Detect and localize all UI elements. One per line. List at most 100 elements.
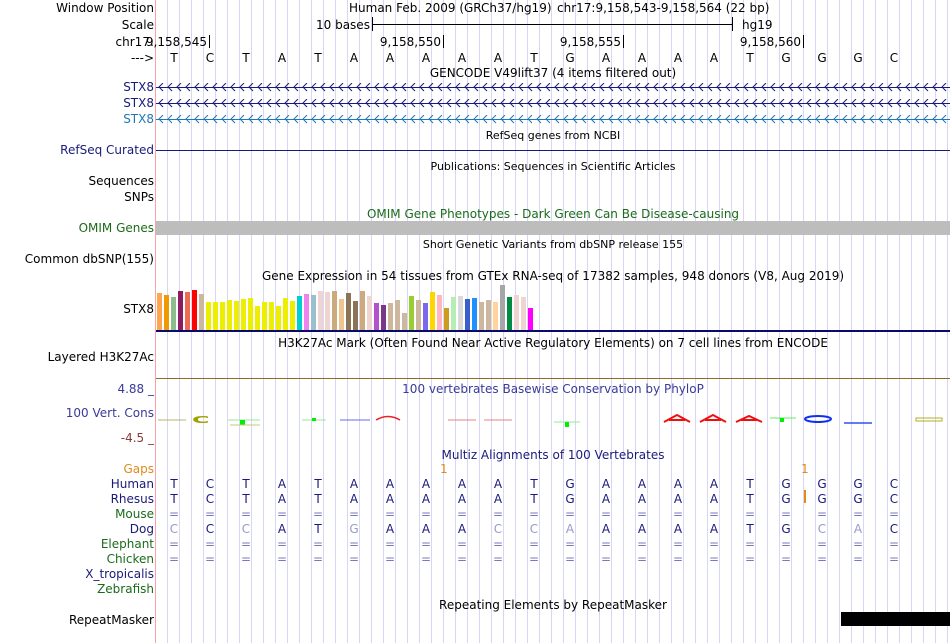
publications-snps-label[interactable]: SNPs [124, 190, 154, 204]
coordinate-tick-label: 9,158,555 [559, 35, 621, 49]
species-label[interactable]: X_tropicalis [85, 567, 154, 581]
species-label[interactable]: Human [110, 477, 154, 491]
omim-gene-bar[interactable] [156, 221, 950, 235]
phylop-label[interactable]: 100 Vert. Cons [65, 406, 154, 420]
alignment-base: = [600, 552, 612, 566]
gencode-transcript-line[interactable] [156, 87, 950, 88]
h3k27ac-label[interactable]: Layered H3K27Ac [47, 350, 154, 364]
gridline [539, 0, 540, 643]
dbsnp-label[interactable]: Common dbSNP(155) [24, 252, 154, 266]
alignment-base: T [314, 522, 322, 536]
species-label[interactable]: Zebrafish [97, 582, 154, 596]
gencode-title[interactable]: GENCODE V49lift37 (4 items filtered out) [429, 66, 677, 80]
reference-base: G [853, 51, 863, 65]
repeatmasker-label[interactable]: RepeatMasker [68, 613, 154, 627]
gtex-title[interactable]: Gene Expression in 54 tissues from GTEx … [261, 269, 845, 283]
alignment-base: T [746, 492, 754, 506]
dbsnp-title[interactable]: Short Genetic Variants from dbSNP releas… [422, 238, 684, 251]
alignment-base: A [565, 522, 575, 536]
multiz-title[interactable]: Multiz Alignments of 100 Vertebrates [441, 448, 665, 462]
refseq-gene-line[interactable] [156, 150, 950, 151]
phylop-mark [312, 418, 316, 421]
publications-title[interactable]: Publications: Sequences in Scientific Ar… [430, 160, 676, 173]
gridline [695, 0, 696, 643]
gridline [839, 0, 840, 643]
gtex-tissue-bar [514, 295, 519, 331]
alignment-base: C [205, 492, 215, 506]
gtex-tissue-bar [409, 296, 414, 331]
alignment-base: A [457, 477, 467, 491]
phylop-mark [804, 415, 832, 423]
alignment-base: = [276, 507, 288, 521]
alignment-base: = [744, 552, 756, 566]
alignment-base: = [204, 537, 216, 551]
phylop-title[interactable]: 100 vertebrates Basewise Conservation by… [402, 382, 704, 396]
gencode-item-label[interactable]: STX8 [123, 80, 154, 94]
gencode-transcript-line[interactable] [156, 119, 950, 120]
gtex-tissue-bar [367, 296, 372, 331]
alignment-base: T [170, 477, 178, 491]
alignment-base: T [314, 477, 322, 491]
reference-base: A [421, 51, 431, 65]
alignment-base: = [636, 507, 648, 521]
alignment-base: = [240, 537, 252, 551]
species-label[interactable]: Mouse [115, 507, 154, 521]
alignment-base: G [817, 492, 827, 506]
alignment-base: G [817, 477, 827, 491]
gridline [443, 0, 444, 643]
gencode-item-label[interactable]: STX8 [123, 96, 154, 110]
phylop-mark [699, 413, 727, 423]
refseq-label[interactable]: RefSeq Curated [60, 143, 154, 157]
alignment-base: = [636, 552, 648, 566]
alignment-base: = [204, 507, 216, 521]
strand-arrows [158, 83, 947, 92]
gridline [491, 0, 492, 643]
gridline [935, 0, 936, 643]
species-label[interactable]: Dog [129, 522, 154, 536]
alignment-base: = [600, 537, 612, 551]
gtex-label[interactable]: STX8 [123, 302, 154, 316]
strand-arrow-glyphs [158, 99, 947, 108]
alignment-base: A [709, 522, 719, 536]
alignment-base: A [421, 477, 431, 491]
repeatmasker-title[interactable]: Repeating Elements by RepeatMasker [439, 598, 667, 612]
omim-label[interactable]: OMIM Genes [78, 221, 154, 235]
alignment-base: T [314, 492, 322, 506]
h3k27ac-title[interactable]: H3K27Ac Mark (Often Found Near Active Re… [278, 336, 828, 350]
species-label[interactable]: Chicken [106, 552, 154, 566]
alignment-base: A [457, 492, 467, 506]
alignment-base: = [492, 537, 504, 551]
phylop-logo[interactable]: C [156, 405, 950, 430]
reference-base: T [746, 51, 754, 65]
gridline [827, 0, 828, 643]
gtex-tissue-bar [185, 292, 190, 331]
gtex-tissue-bar [234, 301, 239, 331]
publications-sequences-label[interactable]: Sequences [88, 174, 154, 188]
gtex-tissue-bar [500, 285, 505, 331]
refseq-title[interactable]: RefSeq genes from NCBI [485, 129, 621, 142]
alignment-base: C [241, 522, 251, 536]
gridline [623, 0, 624, 643]
coordinate-tick-label: 9,158,550 [379, 35, 441, 49]
omim-title[interactable]: OMIM Gene Phenotypes - Dark Green Can Be… [366, 207, 740, 221]
gencode-item-label[interactable]: STX8 [123, 112, 154, 126]
gtex-tissue-bar [416, 300, 421, 331]
alignment-base: = [636, 537, 648, 551]
repeat-element-block[interactable] [841, 612, 950, 626]
gridline [815, 0, 816, 643]
species-label[interactable]: Rhesus [110, 492, 154, 506]
reference-base: A [457, 51, 467, 65]
gtex-bar-chart[interactable] [156, 283, 536, 331]
alignment-base: A [277, 522, 287, 536]
alignment-base: = [744, 507, 756, 521]
gridline [599, 0, 600, 643]
alignment-base: = [816, 552, 828, 566]
alignment-base: = [168, 537, 180, 551]
gtex-gene-line [156, 330, 950, 332]
reference-base: A [277, 51, 287, 65]
gridline [791, 0, 792, 643]
species-label[interactable]: Elephant [100, 537, 154, 551]
gtex-tissue-bar [458, 296, 463, 331]
gencode-transcript-line[interactable] [156, 103, 950, 104]
alignment-base: A [601, 522, 611, 536]
